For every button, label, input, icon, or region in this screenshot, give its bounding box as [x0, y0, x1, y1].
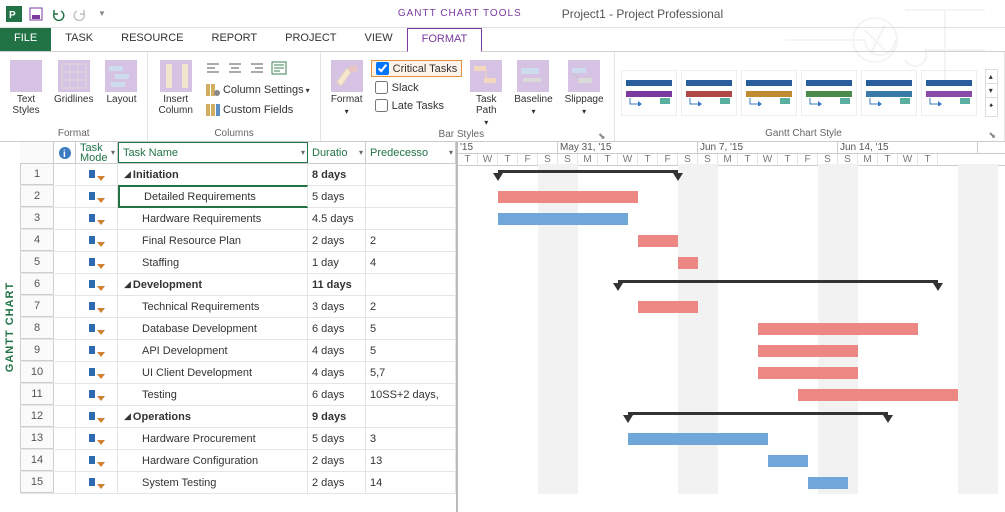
task-mode-icon	[89, 412, 105, 422]
align-center-button[interactable]	[227, 61, 243, 78]
table-row[interactable]: 2 Detailed Requirements 5 days	[20, 186, 456, 208]
task-mode-icon	[89, 368, 105, 378]
slippage-button[interactable]: Slippage▾	[561, 58, 608, 118]
task-mode-icon	[89, 390, 105, 400]
gridlines-button[interactable]: Gridlines	[50, 58, 97, 107]
titlebar: P ▼ GANTT CHART TOOLS Project1 - Project…	[0, 0, 1005, 28]
task-mode-icon	[89, 236, 105, 246]
tab-task[interactable]: TASK	[51, 28, 107, 51]
gantt-bar[interactable]	[758, 367, 858, 379]
gantt-bar[interactable]	[628, 433, 768, 445]
text-styles-button[interactable]: ATextStyles	[6, 58, 46, 118]
task-path-button[interactable]: TaskPath▾	[466, 58, 506, 129]
gantt-bar[interactable]	[758, 323, 918, 335]
task-mode-icon	[89, 170, 105, 180]
gantt-bar[interactable]	[498, 191, 638, 203]
tab-resource[interactable]: RESOURCE	[107, 28, 197, 51]
columns-group-label: Columns	[214, 128, 253, 141]
table-row[interactable]: 10 UI Client Development 4 days 5,7	[20, 362, 456, 384]
baseline-button[interactable]: Baseline▾	[510, 58, 556, 118]
align-left-button[interactable]	[205, 61, 221, 78]
column-settings-button[interactable]: Column Settings ▾	[201, 81, 314, 99]
col-header-duration[interactable]: Duratio▾	[308, 142, 366, 163]
task-mode-icon	[89, 214, 105, 224]
critical-tasks-checkbox[interactable]: Critical Tasks	[371, 60, 463, 77]
task-mode-icon	[89, 478, 105, 488]
tab-view[interactable]: VIEW	[350, 28, 406, 51]
table-row[interactable]: 15 System Testing 2 days 14	[20, 472, 456, 494]
gantt-bar[interactable]	[638, 301, 698, 313]
col-header-predecessors[interactable]: Predecesso▾	[366, 142, 456, 163]
workspace: GANTT CHART i Task Mode▾ Task Name▾ Dura…	[0, 142, 1005, 512]
svg-text:i: i	[63, 149, 66, 160]
slack-checkbox[interactable]: Slack	[371, 80, 463, 95]
format-group-label: Format	[58, 128, 90, 141]
svg-text:P: P	[9, 10, 16, 21]
gantt-bar[interactable]	[498, 213, 628, 225]
task-mode-icon	[89, 192, 105, 202]
task-mode-icon	[89, 324, 105, 334]
wrap-text-button[interactable]	[271, 61, 287, 78]
table-row[interactable]: 6 ◢Development 11 days	[20, 274, 456, 296]
view-label: GANTT CHART	[0, 142, 20, 512]
gantt-bar[interactable]	[638, 235, 678, 247]
task-mode-icon	[89, 346, 105, 356]
redo-button[interactable]	[70, 4, 90, 24]
tab-file[interactable]: FILE	[0, 28, 51, 51]
format-painter-button[interactable]: Format▾	[327, 58, 367, 118]
gantt-bar[interactable]	[768, 455, 808, 467]
bar-styles-group-label: Bar Styles	[439, 129, 485, 142]
task-mode-icon	[89, 302, 105, 312]
table-row[interactable]: 5 Staffing 1 day 4	[20, 252, 456, 274]
task-mode-icon	[89, 258, 105, 268]
task-mode-icon	[89, 280, 105, 290]
insert-column-button[interactable]: InsertColumn	[154, 58, 196, 118]
gantt-bar[interactable]	[678, 257, 698, 269]
table-row[interactable]: 13 Hardware Procurement 5 days 3	[20, 428, 456, 450]
document-title: Project1 - Project Professional	[562, 7, 723, 21]
gantt-style-group-label: Gantt Chart Style	[765, 128, 842, 141]
task-grid[interactable]: i Task Mode▾ Task Name▾ Duratio▾ Predece…	[20, 142, 456, 512]
gantt-style-dialog-launcher[interactable]: ⬊	[986, 130, 998, 141]
bar-styles-dialog-launcher[interactable]: ⬊	[596, 131, 608, 142]
gantt-bar[interactable]	[798, 389, 958, 401]
save-button[interactable]	[26, 4, 46, 24]
col-header-mode[interactable]: Task Mode▾	[76, 142, 118, 163]
col-header-info[interactable]: i	[54, 142, 76, 163]
gallery-more[interactable]: 🠻	[986, 98, 997, 116]
table-row[interactable]: 11 Testing 6 days 10SS+2 days,	[20, 384, 456, 406]
table-row[interactable]: 1 ◢Initiation 8 days	[20, 164, 456, 186]
align-right-button[interactable]	[249, 61, 265, 78]
gantt-bar[interactable]	[758, 345, 858, 357]
gantt-bar[interactable]	[808, 477, 848, 489]
table-row[interactable]: 3 Hardware Requirements 4.5 days	[20, 208, 456, 230]
timescale: '15May 31, '15Jun 7, '15Jun 14, '15 TWTF…	[458, 142, 1005, 164]
app-icon: P	[4, 4, 24, 24]
contextual-tab-label: GANTT CHART TOOLS	[398, 8, 522, 19]
table-row[interactable]: 14 Hardware Configuration 2 days 13	[20, 450, 456, 472]
late-tasks-checkbox[interactable]: Late Tasks	[371, 98, 463, 113]
table-row[interactable]: 9 API Development 4 days 5	[20, 340, 456, 362]
col-header-name[interactable]: Task Name▾	[118, 142, 308, 163]
custom-fields-button[interactable]: Custom Fields	[201, 101, 314, 119]
qat-customize[interactable]: ▼	[92, 4, 112, 24]
tab-format[interactable]: FORMAT	[407, 28, 483, 52]
table-row[interactable]: 7 Technical Requirements 3 days 2	[20, 296, 456, 318]
table-row[interactable]: 12 ◢Operations 9 days	[20, 406, 456, 428]
gantt-chart[interactable]: '15May 31, '15Jun 7, '15Jun 14, '15 TWTF…	[456, 142, 1005, 512]
svg-text:A: A	[14, 65, 29, 87]
undo-button[interactable]	[48, 4, 68, 24]
table-row[interactable]: 4 Final Resource Plan 2 days 2	[20, 230, 456, 252]
table-row[interactable]: 8 Database Development 6 days 5	[20, 318, 456, 340]
task-mode-icon	[89, 434, 105, 444]
tab-report[interactable]: REPORT	[198, 28, 272, 51]
task-mode-icon	[89, 456, 105, 466]
layout-button[interactable]: Layout	[101, 58, 141, 107]
tab-project[interactable]: PROJECT	[271, 28, 350, 51]
